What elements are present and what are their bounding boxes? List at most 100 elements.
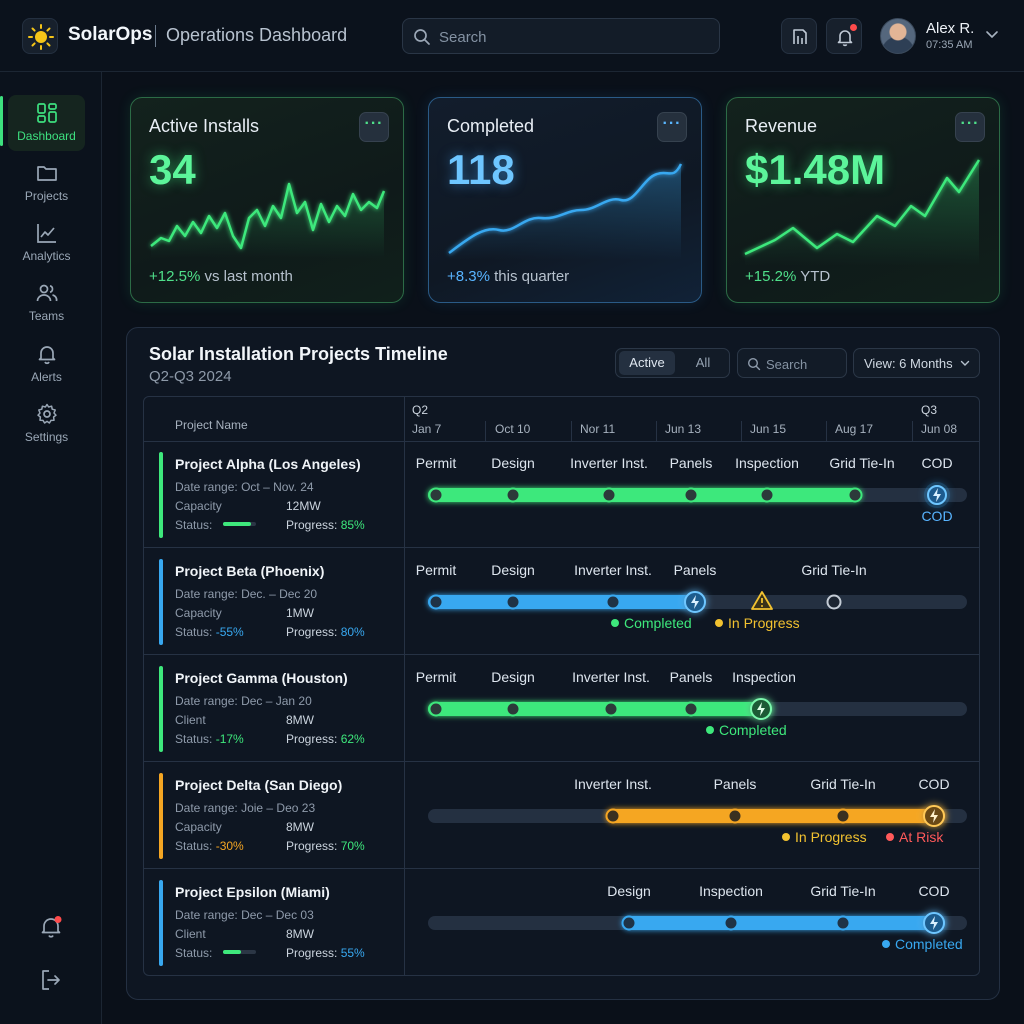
legend-completed: Completed bbox=[624, 615, 692, 631]
notifications-button[interactable] bbox=[826, 18, 862, 54]
project-row-gamma[interactable]: Project Gamma (Houston) Date range: Dec … bbox=[144, 656, 404, 762]
reports-icon bbox=[793, 29, 807, 44]
milestone-label: Panels bbox=[674, 562, 717, 578]
project-name: Project Gamma (Houston) bbox=[175, 670, 348, 686]
dashboard-icon bbox=[36, 103, 57, 123]
kpi-delta: +15.2% YTD bbox=[745, 268, 830, 285]
revenue-sparkline bbox=[744, 159, 981, 266]
status-progress-fill bbox=[223, 522, 252, 526]
header-divider bbox=[144, 441, 979, 442]
field-value: 8MW bbox=[286, 713, 314, 727]
date-range-value: Joie – Deo 23 bbox=[241, 801, 316, 815]
active-nav-indicator bbox=[0, 96, 3, 146]
project-row-alpha[interactable]: Project Alpha (Los Angeles) Date range: … bbox=[144, 442, 404, 548]
status-progress-fill bbox=[223, 950, 242, 954]
chevron-down-icon bbox=[960, 360, 970, 366]
sidebar-item-label: Alerts bbox=[31, 370, 62, 384]
active-installs-sparkline bbox=[150, 182, 386, 258]
project-row-beta[interactable]: Project Beta (Phoenix) Date range: Dec. … bbox=[144, 549, 404, 655]
milestone-label: Inspection bbox=[735, 455, 799, 471]
date-label: Jun 15 bbox=[750, 422, 787, 436]
toggle-active[interactable]: Active bbox=[619, 351, 675, 375]
active-all-toggle: Active All bbox=[615, 348, 730, 378]
status-label: Status: bbox=[175, 946, 213, 960]
milestone-label: Design bbox=[491, 562, 535, 578]
project-color-bar bbox=[159, 559, 163, 645]
milestone-label: Permit bbox=[416, 562, 457, 578]
kpi-title: Revenue bbox=[745, 116, 818, 136]
legend-completed: Completed bbox=[719, 722, 787, 738]
milestone-label: Permit bbox=[416, 455, 457, 471]
milestone-label: COD bbox=[918, 883, 949, 899]
top-bar: SolarOps Operations Dashboard Alex R. 07… bbox=[0, 0, 1024, 72]
search-input[interactable] bbox=[439, 25, 709, 49]
avatar[interactable] bbox=[880, 18, 916, 54]
progress-value: 62% bbox=[340, 732, 365, 746]
track-delta: Inverter Inst. Panels Grid Tie-In COD In… bbox=[428, 776, 967, 845]
project-row-epsilon[interactable]: Project Epsilon (Miami) Date range: Dec … bbox=[144, 870, 404, 975]
date-range-value: Dec – Dec 03 bbox=[241, 908, 314, 922]
date-range-value: Dec. – Dec 20 bbox=[241, 587, 318, 601]
field-label: Capacity bbox=[175, 606, 222, 620]
timeline-search[interactable] bbox=[737, 348, 847, 378]
sidebar-item-teams[interactable]: Teams bbox=[8, 275, 85, 331]
field-label: Capacity bbox=[175, 820, 222, 834]
kpi-card-revenue: Revenue $1.48M ··· +15.2% YTD bbox=[726, 97, 1000, 303]
sun-logo-icon bbox=[22, 18, 58, 54]
kpi-menu-button[interactable]: ··· bbox=[657, 112, 687, 142]
project-name: Project Beta (Phoenix) bbox=[175, 563, 325, 579]
project-row-delta[interactable]: Project Delta (San Diego) Date range: Jo… bbox=[144, 763, 404, 869]
panel-title: Solar Installation Projects Timeline bbox=[149, 344, 448, 364]
notifications-shortcut[interactable] bbox=[38, 914, 64, 940]
sidebar-item-label: Projects bbox=[24, 189, 69, 203]
sidebar-item-analytics[interactable]: Analytics bbox=[8, 215, 85, 271]
field-value: 1MW bbox=[286, 606, 314, 620]
status-label: Status: -30% bbox=[175, 839, 244, 853]
kpi-menu-button[interactable]: ··· bbox=[955, 112, 985, 142]
kpi-delta-value: +15.2% bbox=[745, 268, 797, 285]
user-time: 07:35 AM bbox=[926, 39, 973, 51]
kpi-delta-value: +8.3% bbox=[447, 268, 490, 285]
sidebar-item-dashboard[interactable]: Dashboard bbox=[8, 95, 85, 151]
timeline-search-input[interactable] bbox=[766, 354, 844, 374]
status-value: -17% bbox=[215, 732, 244, 746]
date-tick bbox=[485, 421, 486, 441]
column-divider bbox=[404, 397, 405, 975]
progress-text: Progress: 85% bbox=[286, 518, 365, 532]
view-range-select[interactable]: View: 6 Months bbox=[853, 348, 980, 378]
row-divider bbox=[144, 761, 979, 762]
toggle-all[interactable]: All bbox=[695, 355, 711, 370]
field-value: 8MW bbox=[286, 927, 314, 941]
brand-divider bbox=[155, 25, 156, 47]
reports-button[interactable] bbox=[781, 18, 817, 54]
sidebar-item-projects[interactable]: Projects bbox=[8, 155, 85, 211]
kpi-delta-value: +12.5% bbox=[149, 268, 201, 285]
date-label: Jun 13 bbox=[665, 422, 702, 436]
kpi-title: Active Installs bbox=[149, 116, 260, 136]
logout-button[interactable] bbox=[38, 967, 64, 993]
date-label: Nor 11 bbox=[580, 422, 616, 436]
project-color-bar bbox=[159, 880, 163, 966]
status-label: Status: -55% bbox=[175, 625, 244, 639]
sidebar-item-alerts[interactable]: Alerts bbox=[8, 336, 85, 392]
chevron-down-icon[interactable] bbox=[985, 30, 999, 40]
quarter-label: Q3 bbox=[921, 403, 938, 417]
progress-text: Progress: 80% bbox=[286, 625, 365, 639]
kpi-menu-button[interactable]: ··· bbox=[359, 112, 389, 142]
notifications-bell-icon bbox=[41, 916, 62, 938]
global-search[interactable] bbox=[402, 18, 720, 54]
legend-completed: Completed bbox=[895, 936, 963, 952]
milestone-label: Inspection bbox=[699, 883, 763, 899]
panel-subtitle: Q2-Q3 2024 bbox=[149, 368, 232, 385]
kpi-card-active-installs: Active Installs 34 ··· +12.5% vs last mo… bbox=[130, 97, 404, 303]
field-label: Capacity bbox=[175, 499, 222, 513]
projects-timeline-panel: Solar Installation Projects Timeline Q2-… bbox=[126, 327, 1000, 1000]
chart-line-icon bbox=[36, 224, 56, 243]
progress-value: 85% bbox=[340, 518, 365, 532]
progress-label: Progress: bbox=[286, 946, 338, 960]
project-name: Project Epsilon (Miami) bbox=[175, 884, 330, 900]
sidebar-item-settings[interactable]: Settings bbox=[8, 396, 85, 452]
row-divider bbox=[144, 547, 979, 548]
track-gamma: Permit Design Inverter Inst. Panels Insp… bbox=[416, 669, 967, 738]
progress-label: Progress: bbox=[286, 839, 338, 853]
